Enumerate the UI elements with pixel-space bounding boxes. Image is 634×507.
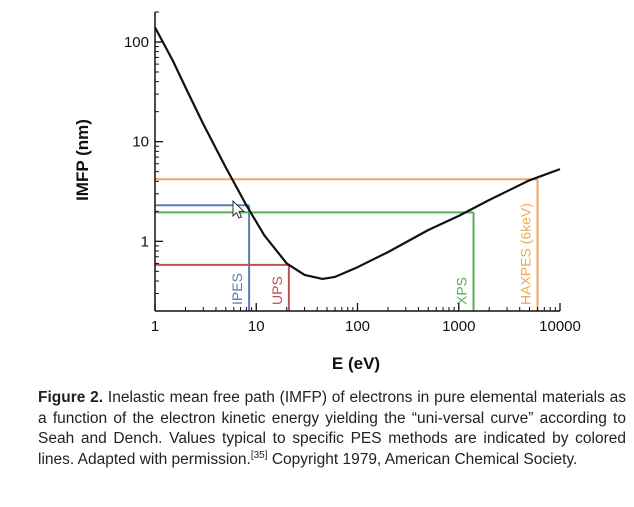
x-tick-label-2: 100 <box>345 318 370 335</box>
method-label-1: UPS <box>269 276 285 305</box>
x-tick-label-1: 10 <box>248 318 265 335</box>
x-axis-label: E (eV) <box>332 354 380 373</box>
figure-caption: Figure 2. Inelastic mean free path (IMFP… <box>38 388 626 470</box>
plot-area: IPES UPS XPS HAXPES (6keV) <box>154 26 561 311</box>
method-label-0: IPES <box>229 273 245 305</box>
axes: 1 10 100 1000 10000 1 10 100 <box>124 11 581 335</box>
universal-curve <box>154 26 561 280</box>
x-tick-label-0: 1 <box>151 318 159 335</box>
y-tick-label-2: 100 <box>124 34 149 51</box>
mouse-cursor-icon <box>232 200 246 219</box>
y-tick-label-1: 10 <box>132 134 149 151</box>
x-tick-label-4: 10000 <box>539 318 581 335</box>
figure-label: Figure 2. <box>38 389 104 406</box>
caption-text: Inelastic mean free path (IMFP) of elect… <box>38 389 626 468</box>
y-tick-label-0: 1 <box>141 233 149 250</box>
caption-copyright: Copyright 1979, American Chemical Societ… <box>271 450 578 468</box>
method-label-3: HAXPES (6keV) <box>518 203 534 305</box>
y-axis-label: IMFP (nm) <box>73 119 92 201</box>
x-tick-label-3: 1000 <box>442 318 475 335</box>
method-label-2: XPS <box>454 277 470 305</box>
caption-reference: [35] <box>250 449 268 461</box>
